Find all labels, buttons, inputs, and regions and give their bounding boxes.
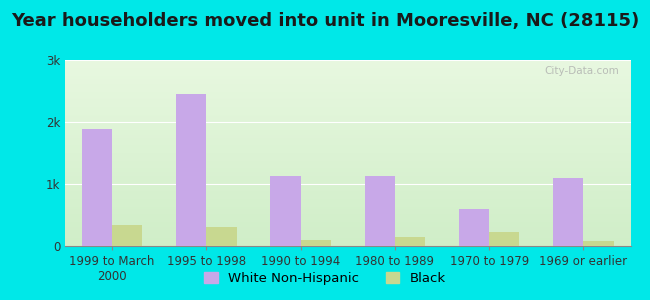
Bar (82, 129, 112, 246)
Bar (395, 237, 425, 246)
Bar (176, 94, 206, 246)
Text: Year householders moved into unit in Mooresville, NC (28115): Year householders moved into unit in Moo… (11, 12, 639, 30)
Bar (365, 176, 395, 246)
Bar (207, 227, 237, 246)
Legend: White Non-Hispanic, Black: White Non-Hispanic, Black (199, 267, 451, 290)
Bar (270, 176, 300, 246)
Bar (489, 232, 519, 246)
Bar (553, 178, 584, 246)
Bar (300, 240, 331, 246)
Bar (584, 241, 614, 246)
Text: City-Data.com: City-Data.com (545, 66, 619, 76)
Bar (112, 225, 142, 246)
Bar (459, 209, 489, 246)
